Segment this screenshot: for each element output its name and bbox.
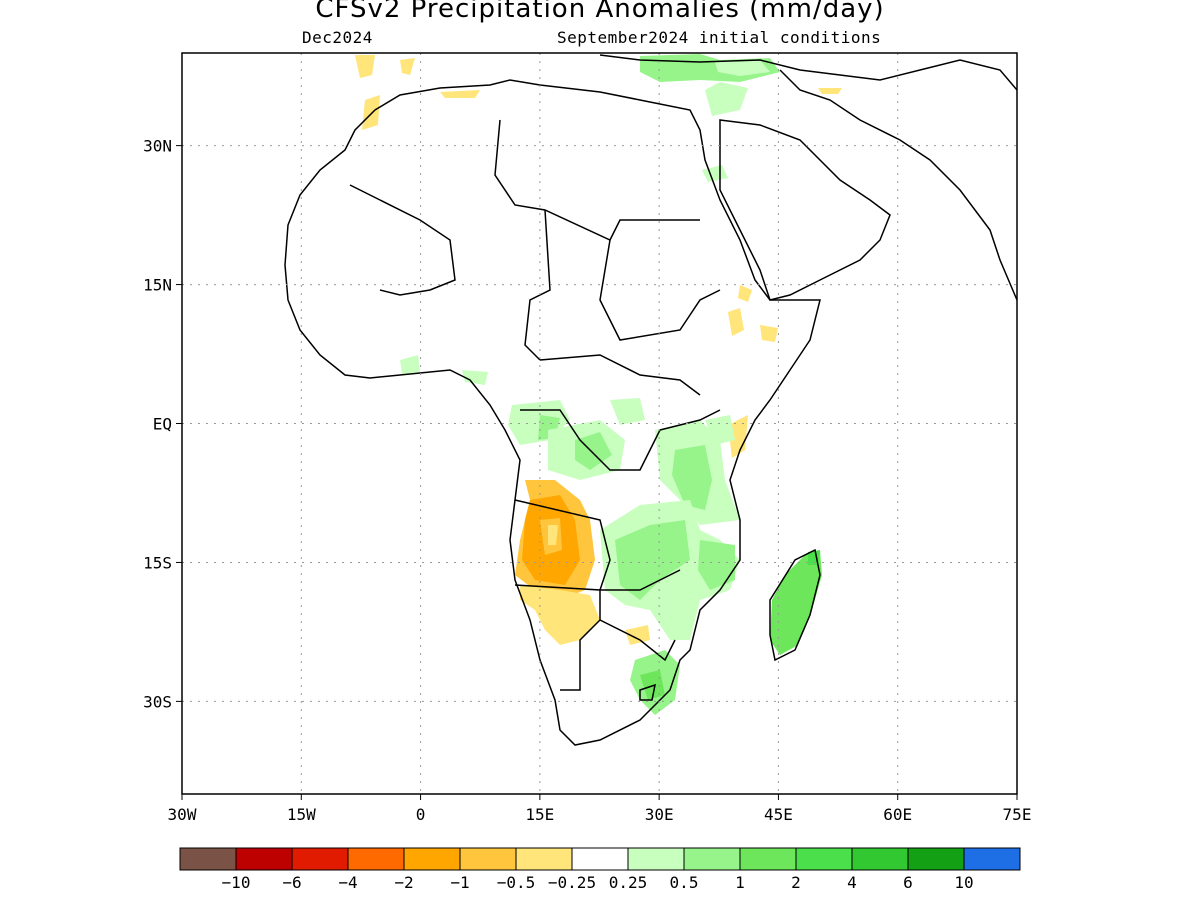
anomaly-shading [355,54,842,715]
colorbar-label: 0.5 [670,873,699,892]
colorbar-swatch [459,847,517,871]
colorbar-swatch [571,847,629,871]
lon-tick-label: 0 [416,805,426,824]
lat-tick-label: 15N [143,276,172,295]
colorbar-labels: −10 −6 −4 −2 −1 −0.5 −0.25 0.25 0.5 1 2 4 6 10 [222,873,974,892]
lon-tick-label: 30W [168,805,197,824]
colorbar-label: 6 [903,873,913,892]
colorbar-label: −0.5 [497,873,536,892]
latitude-labels: 30N 15N EQ 15S 30S [143,137,182,711]
lat-tick-label: 30S [143,692,172,711]
colorbar-swatch [291,847,349,871]
colorbar-label: −2 [394,873,413,892]
colorbar-label: 10 [954,873,973,892]
chart-title: CFSv2 Precipitation Anomalies (mm/day) [315,0,885,24]
lon-tick-label: 15W [287,805,316,824]
colorbar-label: 4 [847,873,857,892]
lat-tick-label: 30N [143,137,172,156]
colorbar-swatch [907,847,965,871]
lon-tick-label: 15E [525,805,554,824]
lon-tick-label: 30E [645,805,674,824]
colorbar-label: 0.25 [609,873,648,892]
colorbar [179,847,1021,871]
colorbar-swatch [235,847,293,871]
colorbar-swatch [627,847,685,871]
colorbar-swatch [347,847,405,871]
longitude-labels: 30W 15W 0 15E 30E 45E 60E 75E [168,794,1032,824]
colorbar-label: 2 [791,873,801,892]
colorbar-label: 1 [735,873,745,892]
graticule [182,53,1017,794]
colorbar-swatch [403,847,461,871]
colorbar-label: −6 [282,873,301,892]
colorbar-swatch [963,847,1021,871]
coastlines [284,54,1017,746]
colorbar-label: −1 [450,873,469,892]
lon-tick-label: 75E [1003,805,1032,824]
lon-tick-label: 45E [764,805,793,824]
colorbar-swatch [683,847,741,871]
colorbar-label: −0.25 [548,873,596,892]
colorbar-swatch [795,847,853,871]
colorbar-swatch [739,847,797,871]
colorbar-label: −10 [222,873,251,892]
lat-tick-label: EQ [153,415,172,434]
colorbar-swatch [851,847,909,871]
map-area [284,54,1017,746]
colorbar-label: −4 [338,873,357,892]
colorbar-swatch [515,847,573,871]
initial-conditions-label: September2024 initial conditions [557,28,882,47]
forecast-month: Dec2024 [302,28,373,47]
colorbar-swatch [179,847,237,871]
lat-tick-label: 15S [143,553,172,572]
lon-tick-label: 60E [883,805,912,824]
